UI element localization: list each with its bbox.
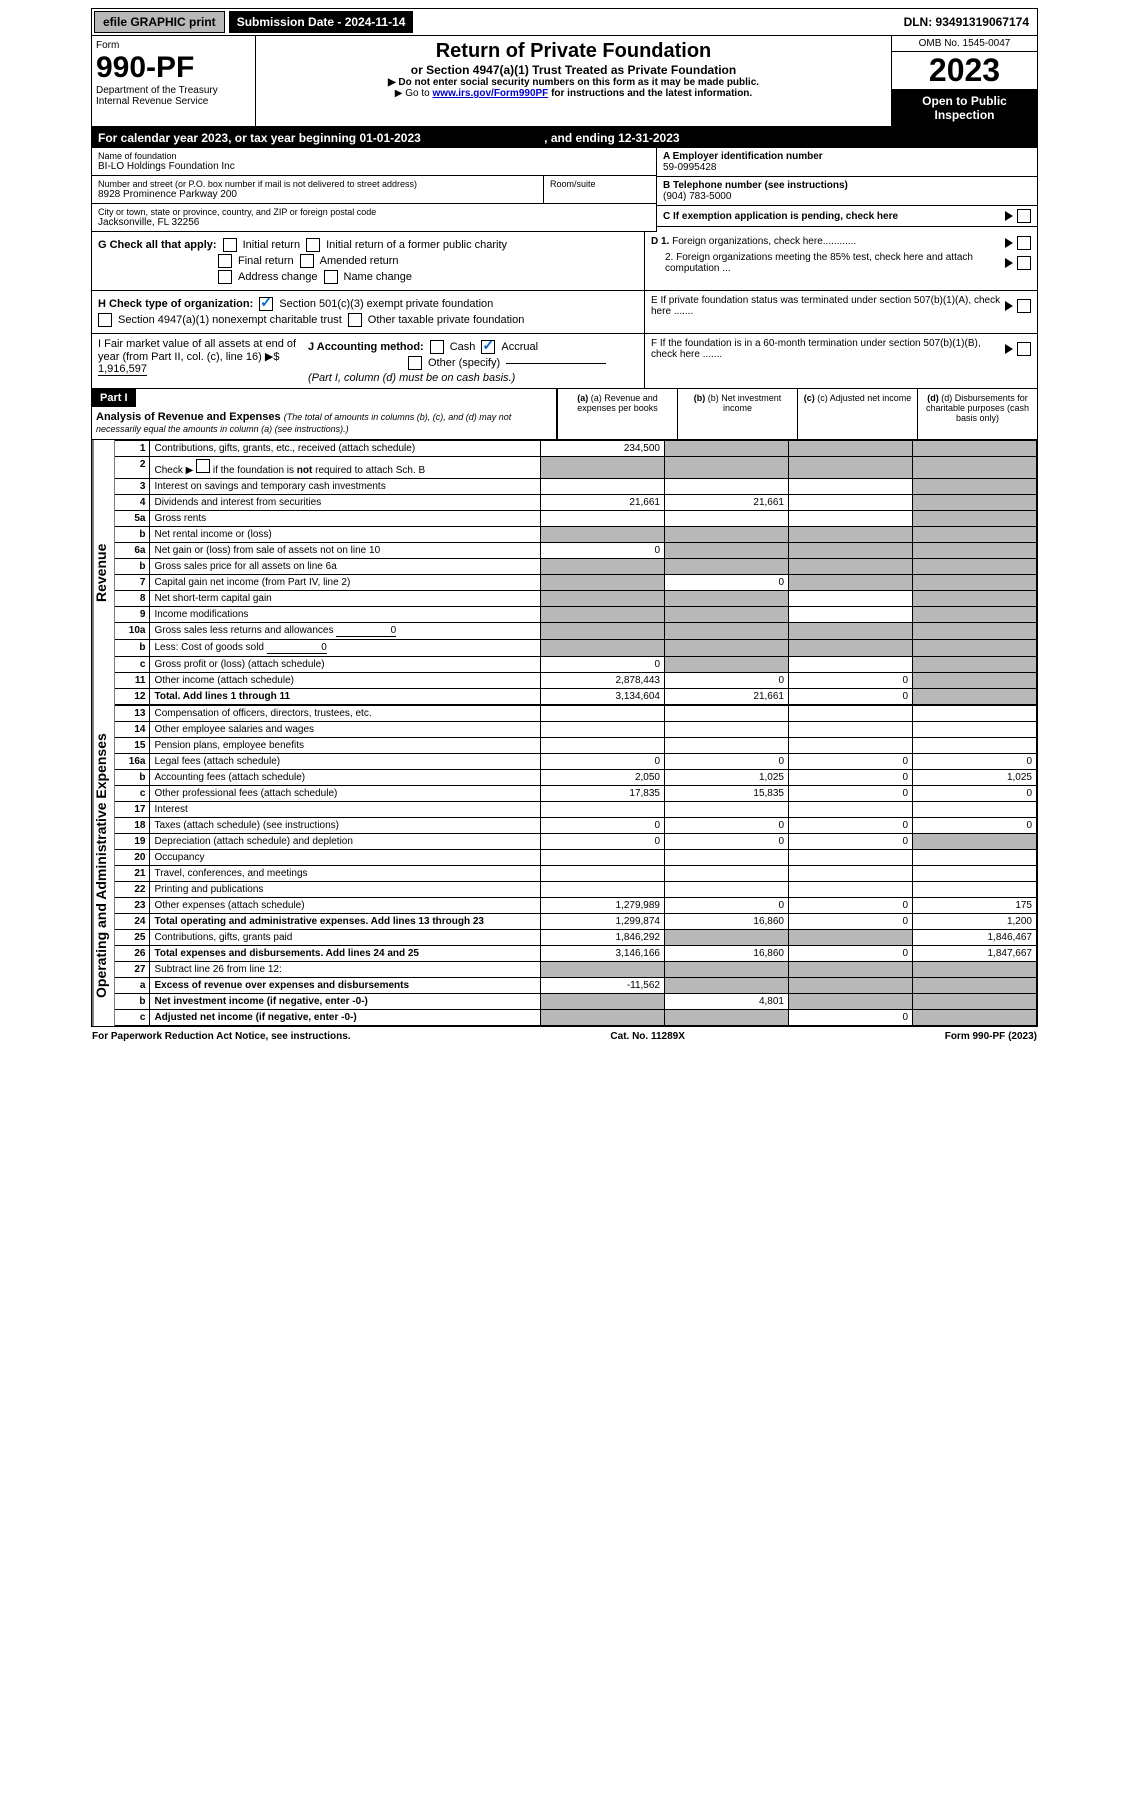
j-cash: Cash	[450, 341, 476, 353]
ein-label: A Employer identification number	[663, 151, 1031, 162]
part1-title: Analysis of Revenue and Expenses	[96, 411, 281, 423]
note-link-row: ▶ Go to www.irs.gov/Form990PF for instru…	[260, 88, 887, 99]
h-501c3: Section 501(c)(3) exempt private foundat…	[279, 298, 493, 310]
g-label: G Check all that apply:	[98, 239, 217, 251]
form-title: Return of Private Foundation	[260, 40, 887, 63]
tel-value: (904) 783-5000	[663, 191, 1031, 202]
form-label: Form	[96, 40, 251, 51]
j-other: Other (specify)	[428, 357, 500, 369]
col-a-head: (a) (a) Revenue and expenses per books	[557, 389, 677, 439]
arrow-icon	[1005, 258, 1013, 268]
j-accrual: Accrual	[501, 341, 538, 353]
top-bar: efile GRAPHIC print Submission Date - 20…	[92, 9, 1037, 36]
dept-treasury: Department of the Treasury	[96, 85, 251, 96]
note-pre: ▶ Go to	[395, 88, 433, 99]
efile-button[interactable]: efile GRAPHIC print	[94, 11, 225, 33]
main-table: Revenue 1Contributions, gifts, grants, e…	[92, 440, 1037, 705]
e-cb[interactable]	[1017, 299, 1031, 313]
instructions-link[interactable]: www.irs.gov/Form990PF	[433, 88, 549, 99]
cal-end: , and ending 12-31-2023	[544, 131, 679, 145]
h-other: Other taxable private foundation	[368, 314, 525, 326]
g-name: Name change	[344, 271, 413, 283]
h-501c3-cb[interactable]	[259, 297, 273, 311]
form-container: efile GRAPHIC print Submission Date - 20…	[91, 8, 1038, 1027]
d1-label: Foreign organizations, check here.......…	[672, 236, 856, 247]
g-address: Address change	[238, 271, 318, 283]
note-post: for instructions and the latest informat…	[548, 88, 752, 99]
part1-header-row: Part I Analysis of Revenue and Expenses …	[92, 389, 1037, 440]
foundation-city: Jacksonville, FL 32256	[98, 217, 650, 228]
omb-number: OMB No. 1545-0047	[892, 36, 1037, 52]
g-final-cb[interactable]	[218, 254, 232, 268]
arrow-icon	[1005, 344, 1013, 354]
arrow-icon	[1005, 211, 1013, 221]
addr-label: Number and street (or P.O. box number if…	[98, 179, 537, 189]
j-cash-cb[interactable]	[430, 340, 444, 354]
col-d-head: (d) (d) Disbursements for charitable pur…	[917, 389, 1037, 439]
irs-label: Internal Revenue Service	[96, 96, 251, 107]
g-amended: Amended return	[320, 255, 399, 267]
col-b-head: (b) (b) Net investment income	[677, 389, 797, 439]
j-other-cb[interactable]	[408, 356, 422, 370]
foundation-addr: 8928 Prominence Parkway 200	[98, 189, 537, 200]
tax-year: 2023	[892, 52, 1037, 90]
form-header: Form 990-PF Department of the Treasury I…	[92, 36, 1037, 128]
i-label: I Fair market value of all assets at end…	[98, 338, 296, 363]
d1-cb[interactable]	[1017, 236, 1031, 250]
tel-label: B Telephone number (see instructions)	[663, 180, 1031, 191]
submission-date: Submission Date - 2024-11-14	[229, 11, 414, 33]
note-ssn: ▶ Do not enter social security numbers o…	[260, 77, 887, 88]
cal-begin: For calendar year 2023, or tax year begi…	[98, 131, 421, 145]
g-initial-former-cb[interactable]	[306, 238, 320, 252]
city-label: City or town, state or province, country…	[98, 207, 650, 217]
c-checkbox[interactable]	[1017, 209, 1031, 223]
g-initial-cb[interactable]	[223, 238, 237, 252]
j-accrual-cb[interactable]	[481, 340, 495, 354]
revenue-table: 1Contributions, gifts, grants, etc., rec…	[114, 440, 1037, 705]
arrow-icon	[1005, 238, 1013, 248]
foundation-name: BI-LO Holdings Foundation Inc	[98, 161, 650, 172]
d2-cb[interactable]	[1017, 256, 1031, 270]
i-value: 1,916,597	[98, 363, 147, 376]
form-number: 990-PF	[96, 51, 251, 85]
ein-value: 59-0995428	[663, 162, 1031, 173]
g-initial-former: Initial return of a former public charit…	[326, 239, 507, 251]
j-note: (Part I, column (d) must be on cash basi…	[308, 372, 638, 384]
g-name-cb[interactable]	[324, 270, 338, 284]
h-label: H Check type of organization:	[98, 298, 253, 310]
g-final: Final return	[238, 255, 294, 267]
f-cb[interactable]	[1017, 342, 1031, 356]
g-amended-cb[interactable]	[300, 254, 314, 268]
col-c-head: (c) (c) Adjusted net income	[797, 389, 917, 439]
expenses-side-label: Operating and Administrative Expenses	[92, 705, 114, 1026]
open-public: Open to Public Inspection	[892, 90, 1037, 126]
h-4947: Section 4947(a)(1) nonexempt charitable …	[118, 314, 342, 326]
revenue-side-label: Revenue	[92, 440, 114, 705]
arrow-icon	[1005, 301, 1013, 311]
f-label: F If the foundation is in a 60-month ter…	[651, 338, 1005, 360]
c-label: C If exemption application is pending, c…	[663, 211, 898, 222]
e-label: E If private foundation status was termi…	[651, 295, 1005, 317]
h-other-cb[interactable]	[348, 313, 362, 327]
calendar-year-row: For calendar year 2023, or tax year begi…	[92, 128, 1037, 148]
h-4947-cb[interactable]	[98, 313, 112, 327]
dln-label: DLN: 93491319067174	[896, 9, 1037, 35]
footer-left: For Paperwork Reduction Act Notice, see …	[92, 1031, 351, 1042]
footer-mid: Cat. No. 11289X	[610, 1031, 684, 1042]
entity-info: Name of foundation BI-LO Holdings Founda…	[92, 148, 1037, 232]
part1-badge: Part I	[92, 389, 136, 407]
g-initial: Initial return	[243, 239, 300, 251]
room-label: Room/suite	[544, 176, 656, 203]
name-label: Name of foundation	[98, 151, 650, 161]
j-label: J Accounting method:	[308, 341, 424, 353]
expenses-table: 13Compensation of officers, directors, t…	[114, 705, 1037, 1026]
g-address-cb[interactable]	[218, 270, 232, 284]
form-subtitle: or Section 4947(a)(1) Trust Treated as P…	[260, 63, 887, 77]
d2-label: 2. Foreign organizations meeting the 85%…	[651, 252, 1005, 274]
r2-cb[interactable]	[196, 459, 210, 473]
footer-right: Form 990-PF (2023)	[945, 1031, 1037, 1042]
